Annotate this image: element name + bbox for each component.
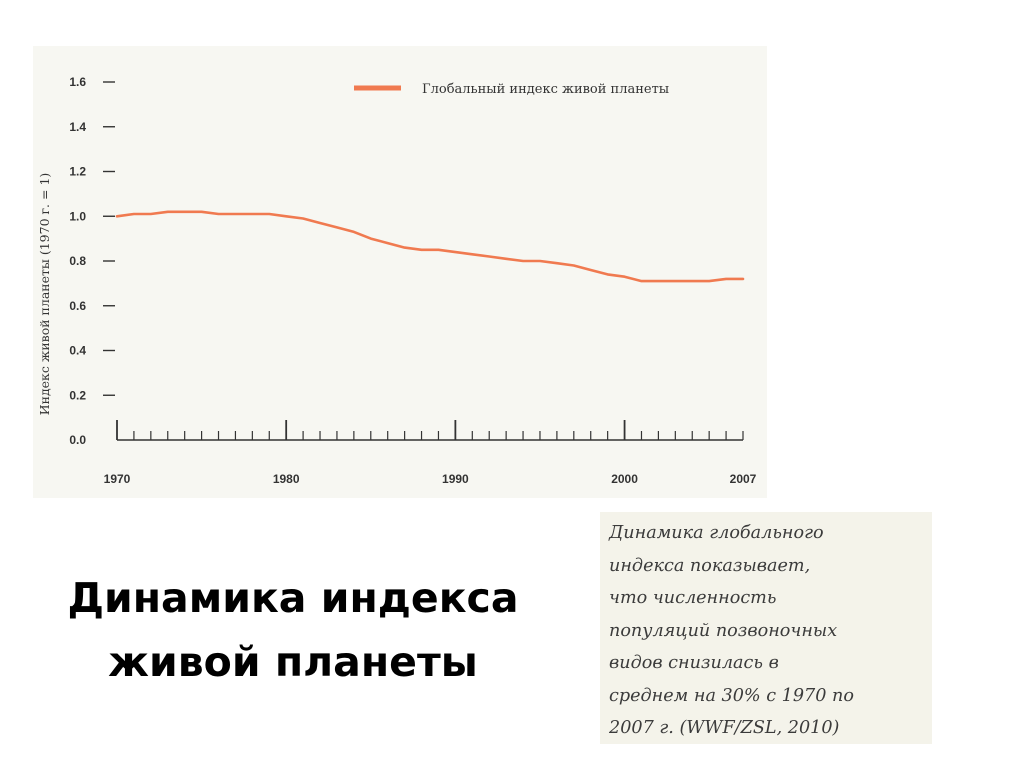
- y-tick-label: 1.0: [69, 209, 86, 223]
- caption-text: Динамика глобального индекса показывает,…: [609, 523, 854, 738]
- line-chart: Индекс живой планеты (1970 г. = 1) 0.0 0.…: [37, 75, 757, 486]
- legend: Глобальный индекс живой планеты: [354, 82, 669, 97]
- y-axis-label: Индекс живой планеты (1970 г. = 1): [37, 173, 52, 416]
- chart-panel: Индекс живой планеты (1970 г. = 1) 0.0 0.…: [33, 46, 767, 498]
- y-tick-label: 1.4: [69, 120, 86, 134]
- x-tick-label: 1990: [442, 472, 469, 486]
- y-tick-label: 1.6: [69, 75, 86, 89]
- legend-label: Глобальный индекс живой планеты: [422, 82, 669, 97]
- y-tick-label: 0.4: [69, 344, 86, 358]
- y-tick-label: 0.6: [69, 299, 86, 313]
- y-tick-label: 0.2: [69, 388, 86, 402]
- slide-title: Динамика индекса живой планеты: [67, 574, 519, 686]
- y-tick-label: 0.8: [69, 254, 86, 268]
- caption-box: Динамика глобального индекса показывает,…: [600, 512, 932, 744]
- y-tick-label: 1.2: [69, 165, 86, 179]
- x-tick-label: 2000: [611, 472, 638, 486]
- y-tick-label: 0.0: [69, 433, 86, 447]
- x-tick-label: 2007: [730, 472, 757, 486]
- series-line: [115, 210, 745, 283]
- x-tick-label: 1970: [104, 472, 131, 486]
- x-tick-label: 1980: [273, 472, 300, 486]
